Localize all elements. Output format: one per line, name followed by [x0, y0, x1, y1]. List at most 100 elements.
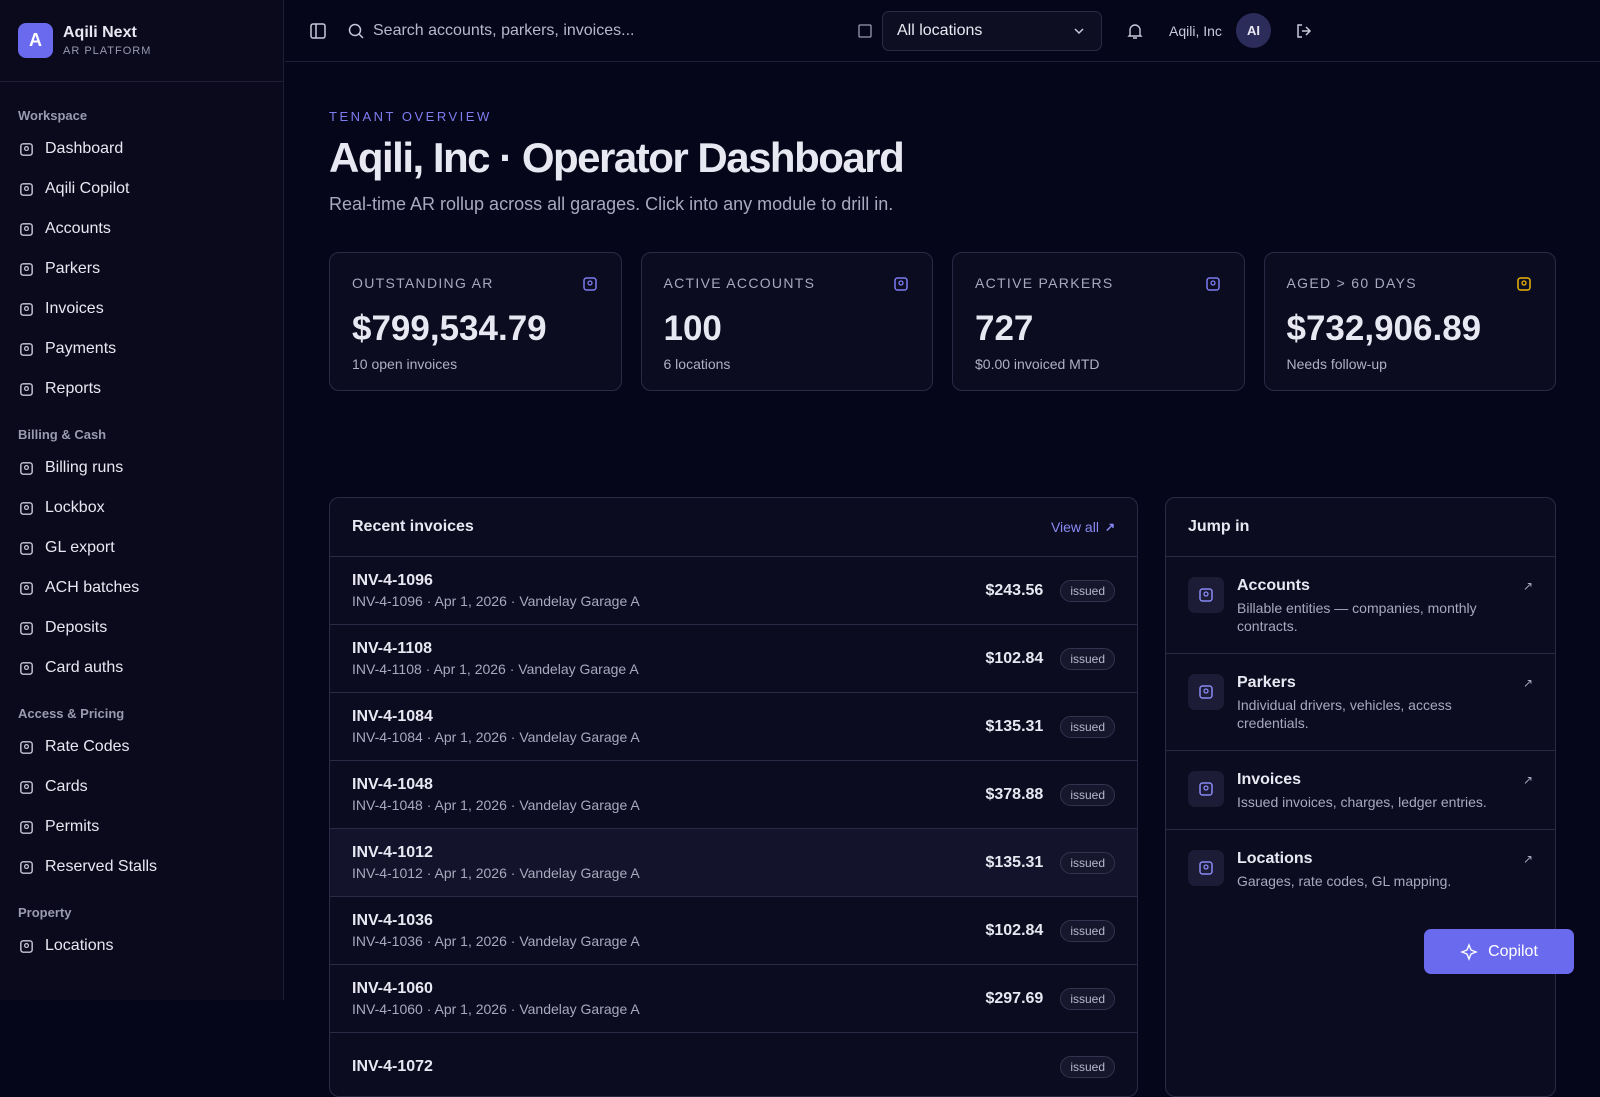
nav-label: Card auths	[45, 659, 124, 676]
icon	[20, 222, 33, 236]
copilot-button[interactable]: Copilot	[1424, 929, 1574, 974]
nav-item[interactable]: Payments	[9, 331, 274, 367]
invoice-amount: $102.84	[985, 921, 1044, 939]
invoice-row[interactable]: INV-4-1084 INV-4-1084 · Apr 1, 2026 · Van…	[330, 693, 1137, 761]
jump-text: Invoices Issued invoices, charges, ledger…	[1237, 771, 1517, 811]
jump-arrow: ↗	[1522, 852, 1533, 866]
panel-title: Jump in	[1188, 518, 1250, 535]
nav-label: Accounts	[45, 220, 111, 237]
icon	[582, 277, 597, 291]
invoice-id: INV-4-1084	[352, 708, 433, 725]
invoice-meta: INV-4-1108 · Apr 1, 2026 · Vandelay Gara…	[352, 661, 639, 677]
kpi-value: $799,534.79	[352, 309, 547, 348]
jump-title: Invoices	[1237, 771, 1302, 788]
status-badge: issued	[1060, 715, 1115, 738]
status-badge: issued	[1060, 647, 1115, 670]
invoice-row[interactable]: INV-4-1060 INV-4-1060 · Apr 1, 2026 · Van…	[330, 965, 1137, 1033]
invoice-meta: INV-4-1012 · Apr 1, 2026 · Vandelay Gara…	[352, 865, 640, 881]
nav-item[interactable]: Parkers	[9, 251, 274, 287]
nav-label: Dashboard	[45, 140, 124, 157]
status-badge: issued	[1060, 783, 1115, 806]
nav-item[interactable]: ACH batches	[9, 570, 274, 606]
nav-item[interactable]: GL export	[9, 530, 274, 566]
jump-desc: Billable entities — companies, monthly c…	[1237, 600, 1477, 634]
invoice-row[interactable]: INV-4-1012 INV-4-1012 · Apr 1, 2026 · Van…	[330, 829, 1137, 897]
kpi-card[interactable]: AGED > 60 DAYS $732,906.89 Needs follow-up	[1263, 252, 1556, 391]
avatar[interactable]: AI	[1236, 13, 1271, 48]
invoice-row[interactable]: INV-4-1036 INV-4-1036 · Apr 1, 2026 · Van…	[330, 897, 1137, 965]
nav-group: Billing & Cash Billing runs Lockbox GL expo…	[9, 411, 274, 686]
nav-item[interactable]: Accounts	[9, 211, 274, 247]
kpi-card[interactable]: OUTSTANDING AR $799,534.79 10 open invoice…	[329, 252, 622, 391]
nav-item[interactable]: Reports	[9, 371, 274, 407]
status-badge: issued	[1060, 851, 1115, 874]
jump-item[interactable]: Invoices Issued invoices, charges, ledger…	[1166, 751, 1555, 830]
icon	[1199, 861, 1213, 875]
nav-item[interactable]: Rate Codes	[9, 729, 274, 765]
arrow: ↗	[1104, 520, 1115, 534]
invoice-row[interactable]: INV-4-1048 INV-4-1048 · Apr 1, 2026 · Van…	[330, 761, 1137, 829]
jump-text: Accounts Billable entities — companies, m…	[1237, 577, 1533, 635]
nav-label: Parkers	[45, 260, 101, 277]
kpi-card[interactable]: ACTIVE PARKERS 727 $0.00 invoiced MTD	[952, 252, 1245, 391]
icon	[20, 182, 33, 196]
jump-desc: Individual drivers, vehicles, access cre…	[1237, 697, 1452, 731]
nav-item[interactable]: Aqili Copilot	[9, 171, 274, 207]
status-badge: issued	[1060, 1055, 1115, 1078]
nav-item[interactable]: Deposits	[9, 610, 274, 646]
kpi-value: 727	[975, 309, 1034, 348]
nav-label: Reserved Stalls	[45, 858, 158, 875]
icon	[1517, 277, 1531, 291]
logout[interactable]	[1295, 22, 1313, 40]
invoice-row[interactable]: INV-4-1072 issued	[330, 1033, 1137, 1096]
eyebrow: TENANT OVERVIEW	[329, 109, 492, 124]
invoice-row[interactable]: INV-4-1096 INV-4-1096 · Apr 1, 2026 · Van…	[330, 557, 1137, 625]
search-input[interactable]: Search accounts, parkers, invoices...	[373, 21, 635, 39]
icon	[20, 461, 33, 475]
jump-icon	[1188, 771, 1224, 807]
jump-panel: Jump in Accounts Billable entities — comp…	[1165, 497, 1556, 1097]
jump-icon	[1188, 577, 1224, 613]
jump-item[interactable]: Accounts Billable entities — companies, m…	[1166, 557, 1555, 654]
jump-item[interactable]: Locations Garages, rate codes, GL mapping…	[1166, 830, 1555, 908]
nav-item[interactable]: Cards	[9, 769, 274, 805]
jump-text: Parkers Individual drivers, vehicles, acc…	[1237, 674, 1533, 732]
nav-item[interactable]: Locations	[9, 928, 274, 964]
icon	[20, 661, 33, 675]
topbar: Search accounts, parkers, invoices... Al…	[285, 0, 1600, 62]
nav-item[interactable]: Card auths	[9, 650, 274, 686]
jump-item[interactable]: Parkers Individual drivers, vehicles, acc…	[1166, 654, 1555, 751]
icon	[20, 780, 33, 794]
nav-label: Aqili Copilot	[45, 180, 130, 197]
invoice-amount: $243.56	[985, 581, 1044, 599]
nav-item[interactable]: Reserved Stalls	[9, 849, 274, 885]
notifications[interactable]	[1126, 22, 1144, 40]
nav-item[interactable]: Lockbox	[9, 490, 274, 526]
nav-item[interactable]: Invoices	[9, 291, 274, 327]
brand-text: Aqili Next AR PLATFORM	[63, 24, 151, 57]
sidebar-toggle[interactable]	[309, 22, 327, 40]
nav-label: Payments	[45, 340, 117, 357]
nav-item[interactable]: Billing runs	[9, 450, 274, 486]
chevron	[1074, 28, 1084, 35]
nav-item[interactable]: Dashboard	[9, 131, 274, 167]
kpi-value: 100	[663, 309, 722, 348]
nav-section-label: Access & Pricing	[18, 706, 125, 721]
view-all-link[interactable]: View all	[1050, 519, 1099, 535]
status-badge: issued	[1060, 987, 1115, 1010]
invoice-info: INV-4-1048 INV-4-1048 · Apr 1, 2026 · Van…	[352, 776, 640, 813]
building-icon	[858, 23, 872, 38]
icon	[20, 541, 33, 555]
invoice-id: INV-4-1096	[352, 572, 433, 589]
invoice-info: INV-4-1012 INV-4-1012 · Apr 1, 2026 · Van…	[352, 844, 640, 881]
icon	[20, 621, 33, 635]
kpi-card[interactable]: ACTIVE ACCOUNTS 100 6 locations	[640, 252, 933, 391]
invoice-amount: $378.88	[985, 785, 1044, 803]
copilot-label: Copilot	[1488, 942, 1538, 960]
nav-section-label: Property	[18, 905, 72, 920]
nav-item[interactable]: Permits	[9, 809, 274, 845]
invoice-amount: $135.31	[985, 717, 1044, 735]
location-select[interactable]: All locations	[882, 11, 1102, 51]
invoice-row[interactable]: INV-4-1108 INV-4-1108 · Apr 1, 2026 · Van…	[330, 625, 1137, 693]
icon	[20, 860, 33, 874]
